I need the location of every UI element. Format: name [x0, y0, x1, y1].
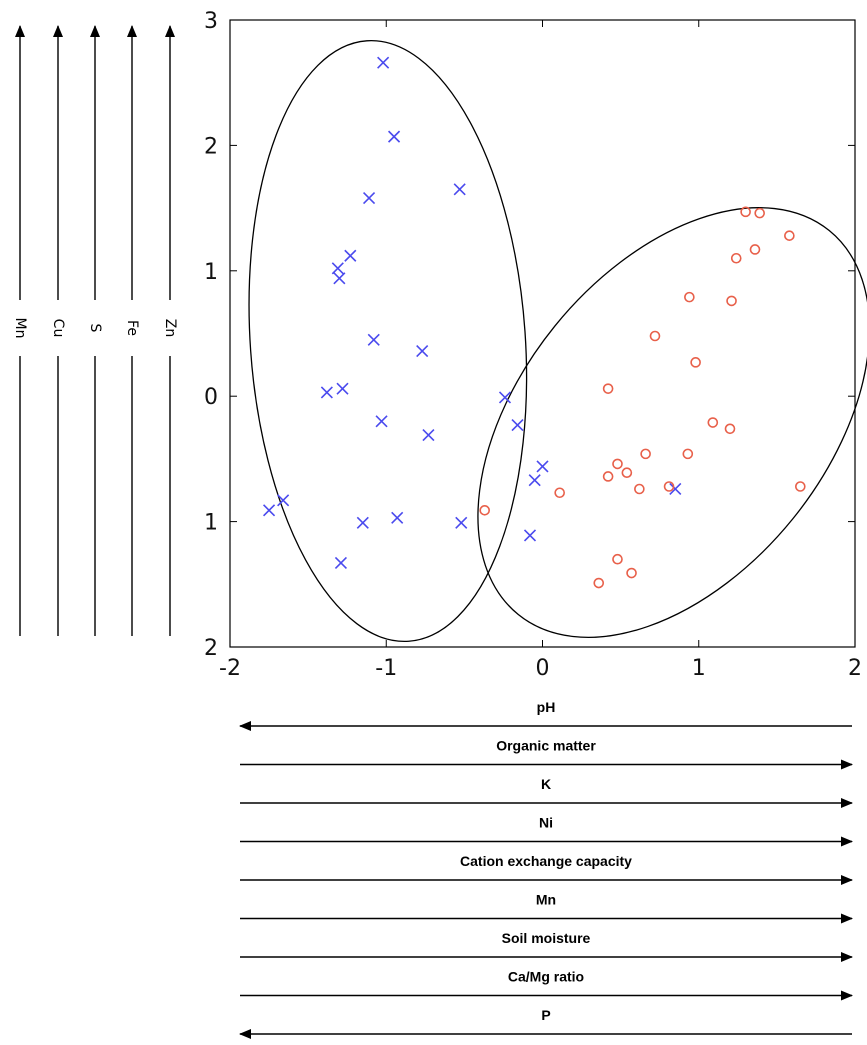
horizontal-variable-label: P [541, 1007, 550, 1023]
horizontal-variable-arrows: pH Organic matter K Ni Cation exchange capac… [239, 699, 853, 1039]
x-marker-point [375, 415, 388, 428]
circle-marker-point [730, 252, 742, 264]
x-marker-point [377, 56, 390, 69]
circle-marker-point [784, 230, 795, 241]
x-marker-point [356, 516, 369, 529]
x-tick-label: 2 [848, 656, 862, 681]
x-marker-point [336, 382, 349, 395]
x-marker-point [536, 460, 549, 473]
x-marker-point [453, 183, 466, 196]
vertical-variable-label: Mn [12, 318, 28, 339]
data-points [262, 56, 806, 589]
circle-marker-point [690, 357, 701, 368]
x-marker-point [416, 344, 429, 358]
horizontal-variable-label: Mn [536, 892, 556, 908]
circle-marker-point [724, 423, 736, 435]
x-marker-point [277, 494, 290, 507]
y-tick-label: 1 [204, 511, 218, 536]
vertical-variable-label: Fe [124, 320, 140, 336]
x-marker-point [669, 482, 682, 496]
circle-marker-point [612, 553, 623, 565]
circle-marker-point [593, 577, 605, 589]
vertical-variable-label: S [87, 324, 103, 333]
x-marker-point [334, 556, 348, 570]
circle-marker-point [682, 448, 694, 460]
circle-marker-point [726, 295, 737, 307]
vertical-variable-label: Zn [162, 319, 178, 337]
vertical-label-background [11, 300, 29, 356]
x-marker-point [391, 511, 404, 524]
horizontal-variable-label: K [541, 776, 551, 792]
plot-area [229, 19, 856, 648]
x-tick-label: 0 [536, 656, 550, 681]
y-tick-label: 2 [204, 134, 218, 159]
x-marker-point [498, 391, 512, 404]
circle-marker-point [554, 487, 565, 499]
circle-marker-point [612, 458, 623, 470]
y-tick-label: 1 [204, 260, 218, 285]
x-marker-point [367, 333, 380, 346]
x-marker-point [362, 192, 376, 205]
horizontal-variable-label: Ni [539, 815, 553, 831]
circle-marker-point [707, 417, 719, 428]
y-axis-ticks: 2 1 0 1 2 3 [204, 9, 855, 661]
circle-marker-point [684, 291, 695, 303]
x-marker-point [528, 474, 541, 487]
circle-marker-point [634, 483, 645, 495]
circle-marker-point [740, 206, 751, 218]
horizontal-variable-label: Organic matter [496, 738, 596, 754]
circle-marker-point [649, 330, 661, 342]
circle-marker-point [602, 383, 614, 394]
x-marker-point [523, 529, 537, 542]
vertical-variable-label: Cu [50, 319, 66, 338]
circle-marker-point [795, 481, 806, 492]
x-marker-point [262, 504, 276, 517]
x-marker-point [344, 249, 357, 262]
x-marker-point [333, 272, 346, 285]
circle-marker-point [754, 207, 765, 219]
y-tick-label: 2 [204, 636, 218, 661]
x-marker-point [331, 262, 344, 275]
x-tick-label: -2 [219, 656, 241, 681]
cluster-ellipse [477, 207, 867, 638]
circle-marker-point [640, 448, 651, 460]
vertical-label-background [123, 300, 141, 356]
circle-marker-point [602, 471, 614, 482]
circle-marker-point [749, 244, 761, 255]
horizontal-variable-label: Cation exchange capacity [460, 853, 632, 869]
circle-marker-point [479, 505, 490, 516]
cluster-ellipse [248, 39, 528, 643]
horizontal-variable-label: Ca/Mg ratio [508, 969, 584, 985]
circle-marker-point [621, 467, 633, 478]
x-marker-point [511, 418, 524, 432]
y-tick-label: 0 [204, 385, 218, 410]
vertical-label-background [49, 300, 67, 356]
x-marker-point [422, 429, 435, 442]
cluster-ellipses [248, 39, 867, 643]
x-axis-ticks: -2 -1 0 1 2 [219, 20, 862, 681]
y-tick-label: 3 [204, 9, 218, 34]
x-marker-point [387, 130, 401, 143]
circle-marker-point [663, 481, 675, 492]
vertical-label-background [161, 300, 179, 356]
vertical-label-background [86, 300, 104, 356]
horizontal-variable-label: pH [537, 699, 556, 715]
x-marker-point [455, 516, 468, 529]
horizontal-variable-label: Soil moisture [502, 930, 591, 946]
vertical-variable-arrows: Mn Cu S Fe Zn [11, 25, 179, 636]
x-tick-label: -1 [375, 656, 397, 681]
circle-marker-point [626, 567, 637, 579]
x-marker-point [320, 386, 333, 399]
x-tick-label: 1 [692, 656, 706, 681]
